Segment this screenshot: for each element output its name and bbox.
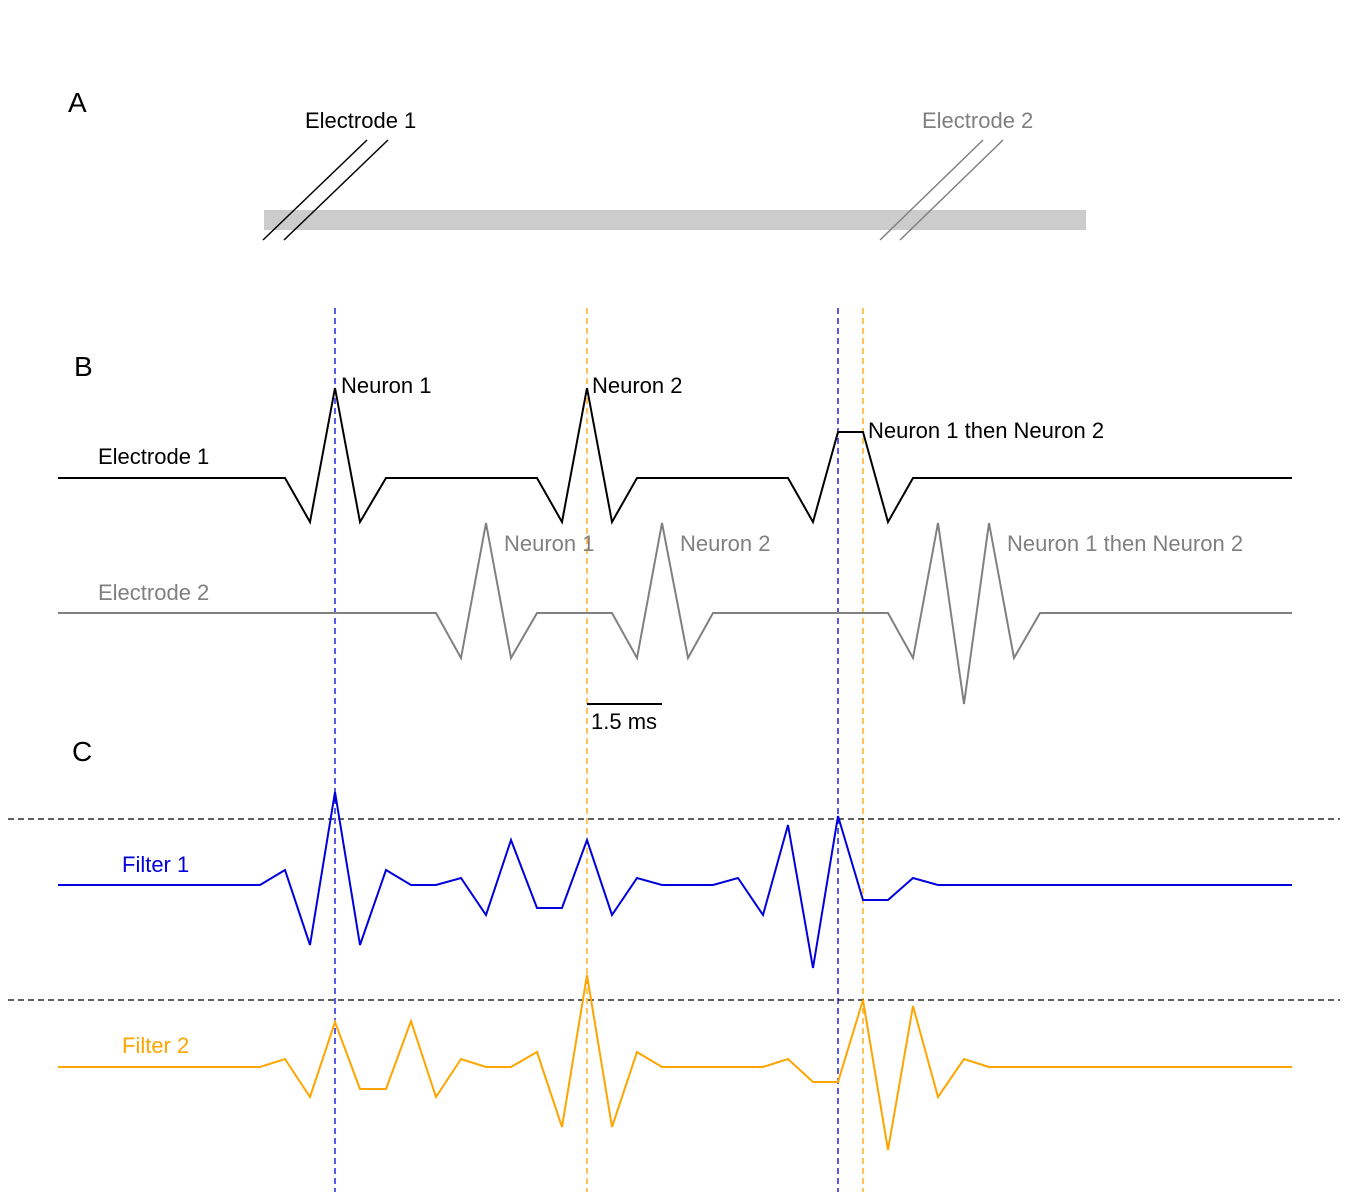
electrode-1-probe <box>262 139 389 241</box>
electrode-1-trace-label: Electrode 1 <box>98 444 209 469</box>
electrode-2-probe <box>879 139 1004 241</box>
e2-neuron1-label: Neuron 1 <box>504 531 595 556</box>
scale-bar-label: 1.5 ms <box>591 709 657 734</box>
e2-neuron2-label: Neuron 2 <box>680 531 771 556</box>
filter-2-trace <box>58 974 1292 1151</box>
e1-both-label: Neuron 1 then Neuron 2 <box>868 418 1104 443</box>
panel-a-label: A <box>68 87 87 118</box>
e1-neuron1-label: Neuron 1 <box>341 373 432 398</box>
filter-2-label: Filter 2 <box>122 1033 189 1058</box>
panel-b-label: B <box>74 351 93 382</box>
electrode-1-trace <box>58 387 1292 525</box>
filter-1-trace <box>58 791 1292 969</box>
electrode-2-title: Electrode 2 <box>922 108 1033 133</box>
e2-both-label: Neuron 1 then Neuron 2 <box>1007 531 1243 556</box>
filter-1-label: Filter 1 <box>122 852 189 877</box>
electrode-2-trace-label: Electrode 2 <box>98 580 209 605</box>
e1-neuron2-label: Neuron 2 <box>592 373 683 398</box>
spike-time-markers <box>334 308 864 1192</box>
electrode-2-trace <box>58 522 1292 705</box>
panel-c-label: C <box>72 736 92 767</box>
electrode-1-title: Electrode 1 <box>305 108 416 133</box>
axon-bar <box>264 210 1086 230</box>
